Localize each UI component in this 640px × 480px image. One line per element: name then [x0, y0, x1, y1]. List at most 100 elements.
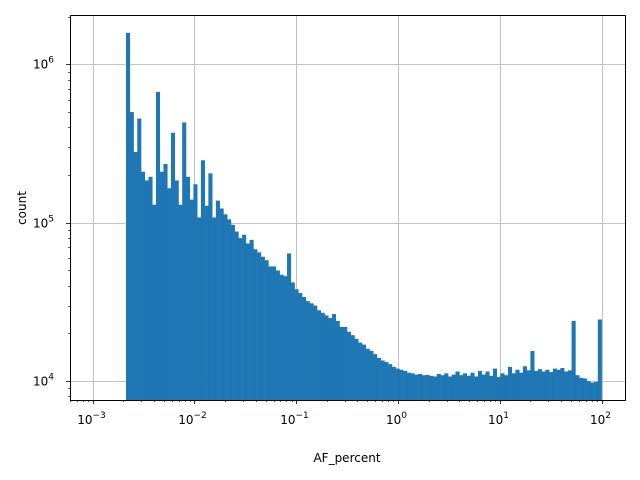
histogram-bar: [582, 378, 587, 405]
histogram-bar: [257, 252, 262, 405]
histogram-bar: [301, 296, 307, 405]
histogram-bar: [283, 276, 288, 405]
histogram-bar: [309, 303, 314, 405]
histogram-bar: [384, 362, 389, 405]
histogram-bar: [305, 301, 310, 405]
histogram-bar: [444, 373, 449, 405]
histogram-bar: [590, 382, 595, 405]
histogram-bar: [361, 344, 366, 405]
histogram-bar: [507, 366, 513, 405]
histogram-bar: [500, 373, 505, 405]
histogram-bar: [260, 256, 265, 405]
histogram-bar: [219, 208, 224, 405]
histogram-bar: [354, 338, 359, 405]
histogram-bar: [140, 171, 146, 405]
histogram-bar: [373, 354, 378, 405]
histogram-bar: [204, 205, 209, 405]
histogram-bar: [200, 160, 205, 405]
y-axis-label: count: [15, 191, 29, 225]
histogram-bar: [530, 350, 535, 405]
histogram-bar: [526, 370, 531, 405]
histogram-bar: [463, 373, 468, 405]
histogram-bar: [294, 289, 299, 405]
x-axis-label: AF_percent: [313, 451, 380, 465]
histogram-bar: [245, 243, 250, 405]
histogram-bar: [567, 370, 572, 405]
histogram-bar: [174, 180, 179, 405]
histogram-bar: [489, 375, 494, 405]
histogram-bar: [597, 319, 602, 405]
histogram-bar: [167, 188, 172, 405]
histogram-bar: [552, 368, 557, 405]
histogram-bar: [253, 249, 258, 405]
histogram-bar: [178, 204, 183, 405]
histogram-bar: [440, 375, 445, 405]
histogram-bar: [549, 372, 554, 405]
histogram-bar: [343, 326, 348, 405]
histogram-bar: [515, 369, 520, 405]
histogram-bar: [477, 370, 483, 405]
histogram-bar: [155, 91, 161, 406]
histogram-bar: [249, 239, 254, 405]
histogram-bar: [350, 335, 355, 405]
histogram-bar: [287, 253, 292, 405]
histogram-bar: [275, 270, 280, 405]
histogram-bar: [324, 315, 329, 405]
histogram-bar: [185, 176, 191, 405]
histogram-bar: [545, 369, 550, 405]
histogram-bar: [328, 318, 333, 405]
histogram-bar: [365, 348, 370, 405]
histogram-bar: [144, 180, 149, 405]
histogram-bar: [279, 274, 284, 405]
histogram-bar: [451, 374, 456, 405]
histogram-bar: [208, 173, 213, 405]
histogram-bar: [126, 32, 131, 406]
histogram-bar: [313, 305, 318, 405]
histogram-bar: [339, 326, 344, 405]
histogram-bar: [519, 372, 524, 405]
histogram-bar: [579, 377, 584, 405]
histogram-bar: [264, 260, 269, 405]
histogram-bar: [537, 369, 542, 405]
histogram-bar: [358, 342, 363, 405]
histogram-bar: [586, 381, 591, 405]
histogram-bar: [230, 224, 235, 405]
histogram-bar: [459, 375, 464, 405]
histogram-bar: [485, 371, 490, 405]
histogram-bar: [391, 366, 396, 405]
histogram-bar: [197, 217, 202, 405]
histogram-bar: [560, 368, 565, 405]
histogram-bar: [268, 266, 273, 405]
histogram-bar: [403, 370, 408, 405]
histogram-bars: [69, 32, 626, 411]
histogram-bar: [388, 364, 393, 405]
histogram-bar: [346, 331, 352, 405]
histogram-bar: [223, 214, 228, 405]
histogram-bar: [466, 375, 471, 405]
histogram-bar: [406, 372, 411, 405]
histogram-bar: [564, 371, 569, 405]
histogram-bar: [212, 217, 217, 405]
histogram-bar: [470, 372, 475, 405]
histogram-bar: [320, 312, 325, 405]
plot-frame: [70, 15, 626, 401]
histogram-bar: [133, 151, 138, 405]
histogram-bar: [511, 373, 516, 405]
histogram-bar: [504, 375, 509, 405]
histogram-bar: [215, 200, 220, 405]
histogram-bar: [242, 234, 247, 405]
histogram-bar: [429, 375, 434, 405]
histogram-bar: [163, 163, 168, 405]
histogram-bar: [193, 184, 198, 405]
histogram-bar: [448, 376, 453, 405]
histogram-bar: [425, 374, 430, 405]
histogram-bar: [159, 171, 164, 405]
histogram-bar: [227, 219, 232, 405]
histogram-bar: [556, 369, 561, 405]
histogram-bar: [369, 350, 374, 405]
histogram-bar: [189, 199, 194, 405]
histogram-bar: [298, 293, 303, 405]
histogram-bar: [474, 376, 479, 405]
histogram-bar: [433, 376, 438, 405]
